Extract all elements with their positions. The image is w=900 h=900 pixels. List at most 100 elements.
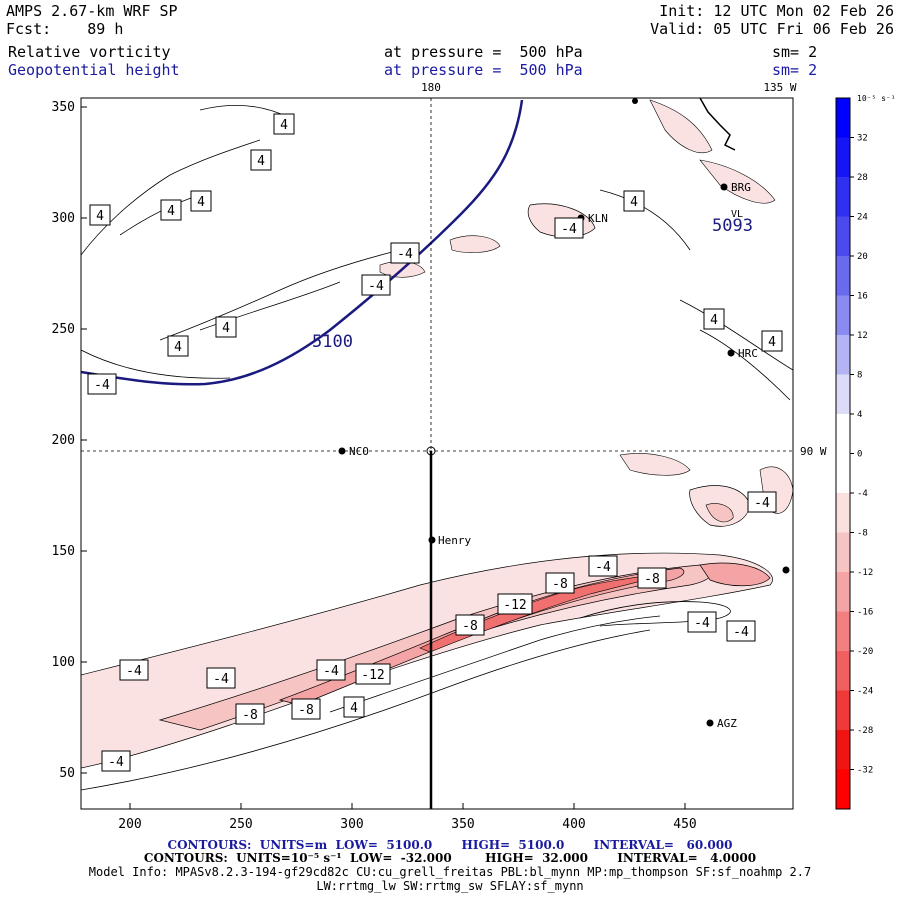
- footer-height-contours: CONTOURS: UNITS=m LOW= 5100.0 HIGH= 5100…: [167, 838, 733, 852]
- colorbar-level-label: -12: [857, 568, 873, 578]
- vorticity-field: [81, 98, 793, 791]
- colorbar-labels: 32 28 24 20 16 12 8 4 0 -4 -8 -12 -16 -20 -24 -28 -32: [850, 134, 873, 776]
- colorbar-level-label: 8: [857, 371, 862, 381]
- footer-model-info-2: LW:rrtmg_lw SW:rrtmg_sw SFLAY:sf_mynn: [316, 879, 584, 893]
- y-axis-ticks: [81, 106, 87, 774]
- svg-text:-4: -4: [561, 222, 577, 237]
- colorbar-swatch: [836, 651, 850, 691]
- svg-text:-4: -4: [397, 247, 413, 262]
- colorbar-swatch: [836, 256, 850, 296]
- parallel-label: 90 W: [800, 445, 827, 458]
- station-label: BRG: [731, 181, 751, 194]
- svg-text:-8: -8: [242, 708, 258, 723]
- field1-level: at pressure = 500 hPa: [384, 43, 583, 61]
- station-dot: [706, 719, 714, 727]
- y-tick-label: 150: [52, 544, 75, 559]
- colorbar-level-label: -4: [857, 489, 868, 499]
- station-dot: [720, 183, 728, 191]
- station-dot: [338, 447, 346, 455]
- colorbar-swatch: [836, 98, 850, 138]
- colorbar-level-label: 24: [857, 213, 868, 223]
- svg-text:-4: -4: [323, 664, 339, 679]
- svg-text:-4: -4: [213, 672, 229, 687]
- svg-text:-8: -8: [552, 577, 568, 592]
- svg-text:4: 4: [167, 204, 175, 219]
- svg-text:4: 4: [96, 209, 104, 224]
- y-tick-label: 50: [59, 766, 75, 781]
- colorbar-swatch: [836, 769, 850, 810]
- height-contour-label: 5100: [312, 332, 353, 352]
- svg-text:4: 4: [257, 154, 265, 169]
- colorbar-level-label: 4: [857, 410, 862, 420]
- svg-text:-8: -8: [644, 572, 660, 587]
- x-axis-ticks: [129, 803, 686, 809]
- footer-vorticity-contours: CONTOURS: UNITS=10⁻⁵ s⁻¹ LOW= -32.000 HI…: [143, 851, 757, 865]
- svg-text:4: 4: [710, 313, 718, 328]
- svg-text:4: 4: [197, 195, 205, 210]
- colorbar-swatch: [836, 493, 850, 533]
- station-label: NCO: [349, 445, 369, 458]
- svg-text:-4: -4: [108, 755, 124, 770]
- height-contour-label: 5093: [712, 216, 753, 236]
- x-tick-label: 200: [118, 817, 141, 832]
- colorbar-swatch: [836, 690, 850, 731]
- field1-name: Relative vorticity: [8, 43, 171, 61]
- colorbar-level-label: -16: [857, 608, 873, 618]
- svg-text:-4: -4: [126, 664, 142, 679]
- station-label: AGZ: [717, 717, 737, 730]
- y-tick-label: 350: [52, 100, 75, 115]
- colorbar-swatch: [836, 137, 850, 178]
- colorbar-level-label: 20: [857, 252, 868, 262]
- colorbar-swatch: [836, 374, 850, 415]
- y-tick-label: 300: [52, 211, 75, 226]
- init-time: Init: 12 UTC Mon 02 Feb 26: [659, 2, 894, 20]
- colorbar-level-label: -8: [857, 529, 868, 539]
- station-label: HRC: [738, 347, 758, 360]
- field2-level: at pressure = 500 hPa: [384, 61, 583, 79]
- model-title: AMPS 2.67-km WRF SP: [6, 2, 178, 20]
- svg-text:-4: -4: [595, 560, 611, 575]
- station-dot: [727, 349, 735, 357]
- station-dot: [428, 536, 436, 544]
- colorbar-swatch: [836, 295, 850, 336]
- colorbar-swatch: [836, 453, 850, 494]
- y-tick-label: 200: [52, 433, 75, 448]
- svg-text:4: 4: [174, 340, 182, 355]
- colorbar-swatch: [836, 335, 850, 375]
- colorbar-level-label: 16: [857, 292, 868, 302]
- colorbar-level-label: 0: [857, 450, 862, 460]
- forecast-hour: Fcst: 89 h: [6, 20, 124, 38]
- x-tick-label: 250: [229, 817, 252, 832]
- station-dot: [632, 98, 638, 104]
- svg-text:-4: -4: [94, 378, 110, 393]
- svg-text:-4: -4: [754, 496, 770, 511]
- svg-text:-8: -8: [298, 703, 314, 718]
- svg-text:4: 4: [222, 321, 230, 336]
- svg-text:-8: -8: [462, 619, 478, 634]
- field2-smoothing: sm= 2: [772, 61, 818, 79]
- colorbar-swatch: [836, 177, 850, 217]
- colorbar-swatch: [836, 216, 850, 257]
- colorbar-swatch: [836, 414, 850, 454]
- svg-text:-4: -4: [694, 616, 710, 631]
- x-tick-label: 350: [451, 817, 474, 832]
- colorbar-swatch: [836, 730, 850, 770]
- svg-text:4: 4: [768, 335, 776, 350]
- colorbar-swatch: [836, 572, 850, 612]
- colorbar-level-label: 28: [857, 173, 868, 183]
- colorbar-level-label: -28: [857, 726, 873, 736]
- stations: KLN HRC NCO Henry AGZ BRG VL: [338, 98, 790, 730]
- colorbar-level-label: -20: [857, 647, 873, 657]
- field2-name: Geopotential height: [8, 61, 180, 79]
- cross-section-marker: [426, 446, 436, 456]
- svg-text:4: 4: [280, 118, 288, 133]
- meridian-label: 180: [421, 81, 441, 94]
- x-tick-label: 400: [562, 817, 585, 832]
- colorbar-level-label: 32: [857, 134, 868, 144]
- colorbar-level-label: 12: [857, 331, 868, 341]
- svg-text:-4: -4: [368, 279, 384, 294]
- svg-text:-12: -12: [361, 668, 384, 683]
- x-tick-label: 300: [340, 817, 363, 832]
- colorbar-unit: 10⁻⁵ s⁻¹: [857, 94, 896, 103]
